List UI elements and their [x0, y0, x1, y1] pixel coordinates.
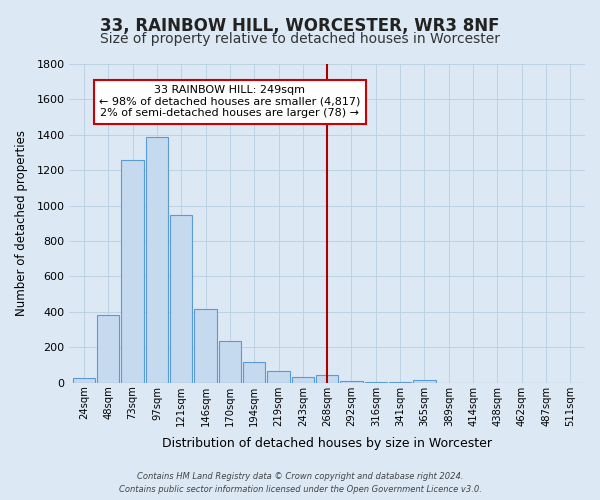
Bar — [268, 370, 290, 382]
Bar — [73, 378, 95, 382]
Bar — [243, 362, 265, 382]
X-axis label: Distribution of detached houses by size in Worcester: Distribution of detached houses by size … — [162, 437, 492, 450]
Bar — [316, 375, 338, 382]
Bar — [218, 341, 241, 382]
Y-axis label: Number of detached properties: Number of detached properties — [15, 130, 28, 316]
Bar — [170, 214, 193, 382]
Bar — [194, 309, 217, 382]
Bar — [146, 136, 168, 382]
Text: Contains HM Land Registry data © Crown copyright and database right 2024.
Contai: Contains HM Land Registry data © Crown c… — [119, 472, 481, 494]
Text: 33 RAINBOW HILL: 249sqm
← 98% of detached houses are smaller (4,817)
2% of semi-: 33 RAINBOW HILL: 249sqm ← 98% of detache… — [99, 85, 361, 118]
Bar — [121, 160, 144, 382]
Bar — [413, 380, 436, 382]
Bar — [292, 376, 314, 382]
Text: Size of property relative to detached houses in Worcester: Size of property relative to detached ho… — [100, 32, 500, 46]
Bar — [97, 316, 119, 382]
Text: 33, RAINBOW HILL, WORCESTER, WR3 8NF: 33, RAINBOW HILL, WORCESTER, WR3 8NF — [100, 18, 500, 36]
